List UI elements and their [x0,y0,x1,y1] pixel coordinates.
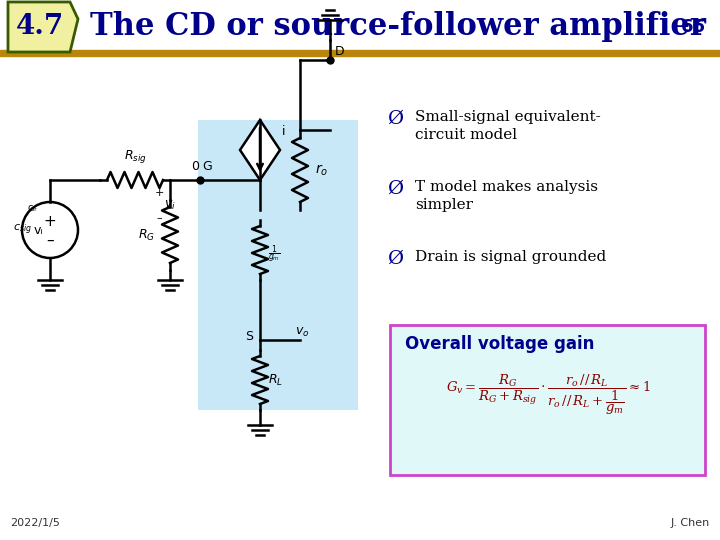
Text: Ø: Ø [387,110,403,128]
Polygon shape [0,50,720,56]
Text: $v_o$: $v_o$ [295,326,310,339]
Text: –: – [156,213,162,223]
FancyBboxPatch shape [198,120,358,410]
Text: J. Chen: J. Chen [671,518,710,528]
Text: $v_i$: $v_i$ [164,198,176,212]
Text: $R_{sig}$: $R_{sig}$ [124,148,146,165]
Text: Drain is signal grounded: Drain is signal grounded [415,250,606,264]
Text: Small-signal equivalent-
circuit model: Small-signal equivalent- circuit model [415,110,600,143]
Text: Overall voltage gain: Overall voltage gain [405,335,595,353]
Polygon shape [0,0,720,52]
Text: $r_o$: $r_o$ [315,163,328,178]
Polygon shape [240,120,280,180]
Text: $\frac{1}{g_m}$: $\frac{1}{g_m}$ [268,244,281,266]
Polygon shape [0,0,720,52]
Text: cᵢᵣ: cᵢᵣ [27,203,37,213]
Text: $G_v = \dfrac{R_G}{R_G + R_{sig}} \cdot \dfrac{r_o \,//\, R_L}{r_o \,//\, R_L + : $G_v = \dfrac{R_G}{R_G + R_{sig}} \cdot … [446,373,650,417]
Text: 2022/1/5: 2022/1/5 [10,518,60,528]
Polygon shape [8,2,78,52]
Text: Ø: Ø [387,250,403,268]
Text: G: G [202,160,212,173]
Text: +: + [154,188,163,198]
Text: S: S [245,330,253,343]
Text: $R_G$: $R_G$ [138,227,155,242]
Text: i: i [282,125,286,138]
Text: 4.7: 4.7 [16,14,64,40]
Text: +: + [44,214,56,230]
Text: The CD or source-follower amplifier: The CD or source-follower amplifier [90,11,706,43]
Text: –: – [46,233,54,247]
Text: T model makes analysis
simpler: T model makes analysis simpler [415,180,598,212]
Text: $R_L$: $R_L$ [268,373,283,388]
Text: Ø: Ø [387,180,403,198]
Text: $c_{sig}$: $c_{sig}$ [12,223,32,237]
FancyBboxPatch shape [390,325,705,475]
Text: D: D [335,45,345,58]
Polygon shape [0,0,720,52]
Text: 0: 0 [191,160,199,173]
Polygon shape [8,2,76,50]
Text: 66: 66 [681,18,706,36]
Text: vᵢ: vᵢ [33,224,42,237]
